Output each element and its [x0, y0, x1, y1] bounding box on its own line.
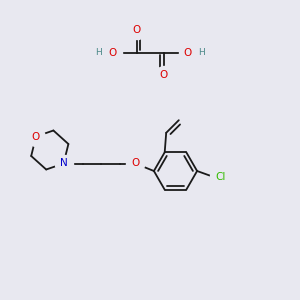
Text: O: O — [108, 47, 117, 58]
Text: O: O — [183, 47, 192, 58]
Text: H: H — [95, 48, 102, 57]
Text: O: O — [132, 25, 141, 35]
Text: Cl: Cl — [215, 172, 226, 182]
Text: O: O — [131, 158, 140, 169]
Text: O: O — [159, 70, 168, 80]
Text: N: N — [60, 158, 68, 169]
Text: H: H — [198, 48, 205, 57]
Text: O: O — [32, 131, 40, 142]
